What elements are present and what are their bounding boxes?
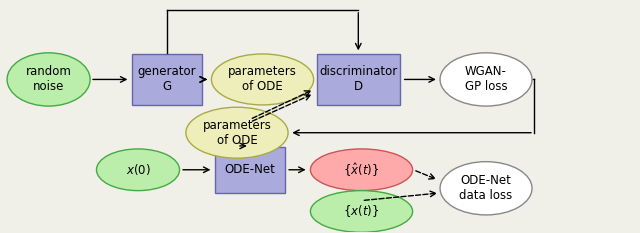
Text: WGAN-
GP loss: WGAN- GP loss — [465, 65, 508, 93]
Ellipse shape — [7, 53, 90, 106]
FancyBboxPatch shape — [317, 54, 400, 105]
Text: random
noise: random noise — [26, 65, 72, 93]
Text: $\{\hat{x}(t)\}$: $\{\hat{x}(t)\}$ — [344, 161, 380, 179]
FancyBboxPatch shape — [214, 147, 285, 193]
Text: $\{x(t)\}$: $\{x(t)\}$ — [344, 203, 380, 219]
Text: ODE-Net
data loss: ODE-Net data loss — [460, 174, 513, 202]
Ellipse shape — [310, 149, 413, 191]
Ellipse shape — [211, 54, 314, 105]
Ellipse shape — [97, 149, 179, 191]
Ellipse shape — [440, 53, 532, 106]
FancyBboxPatch shape — [132, 54, 202, 105]
Text: parameters
of ODE: parameters of ODE — [228, 65, 297, 93]
Text: parameters
of ODE: parameters of ODE — [202, 119, 271, 147]
Text: ODE-Net: ODE-Net — [224, 163, 275, 176]
Text: generator
G: generator G — [138, 65, 196, 93]
Ellipse shape — [440, 162, 532, 215]
Text: discriminator
D: discriminator D — [319, 65, 397, 93]
Text: $x(0)$: $x(0)$ — [125, 162, 150, 177]
Ellipse shape — [186, 107, 288, 158]
Ellipse shape — [310, 191, 413, 232]
